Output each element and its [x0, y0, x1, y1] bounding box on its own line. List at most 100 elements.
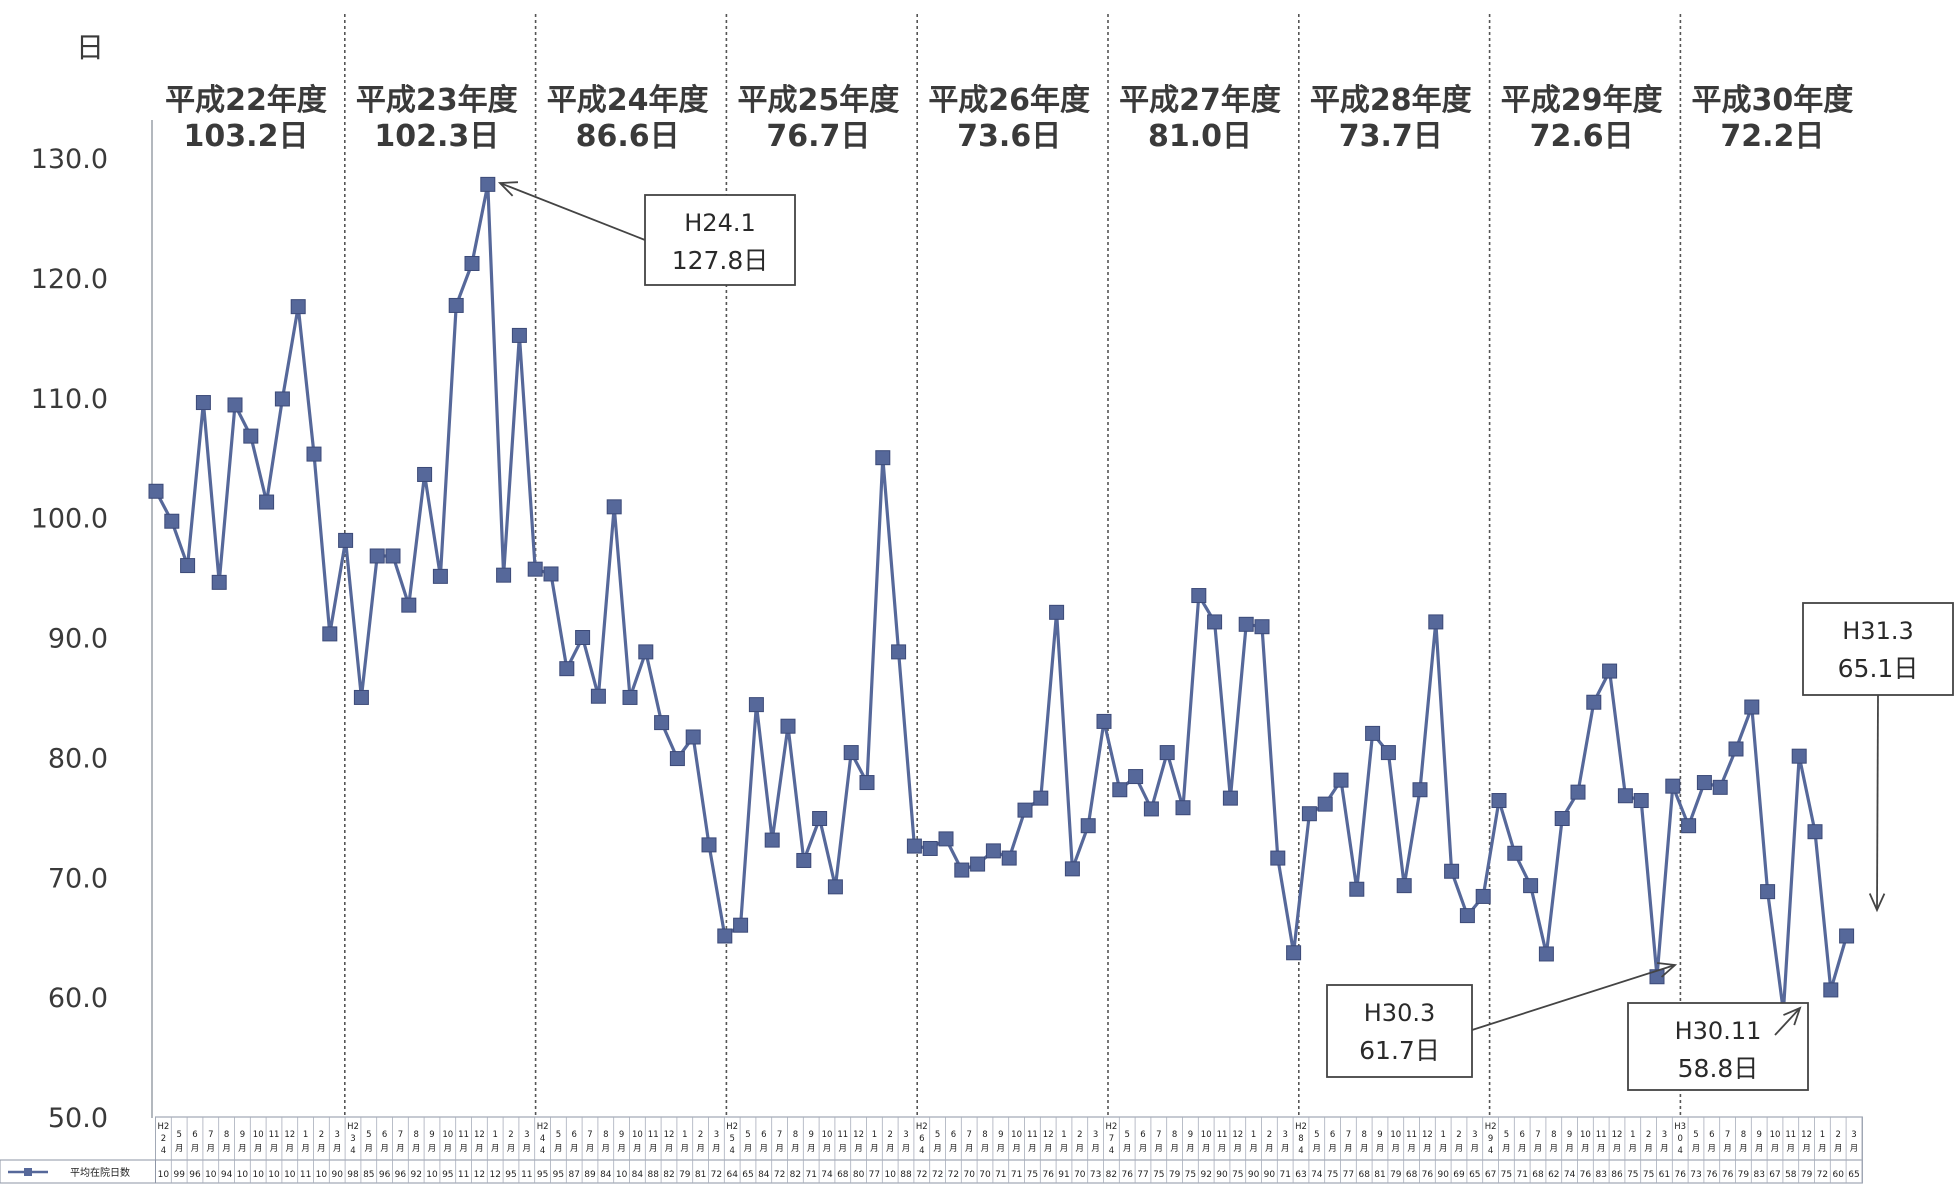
month-label: 5: [1504, 1130, 1509, 1140]
month-label: 7: [1725, 1130, 1730, 1140]
data-point: [1523, 878, 1539, 894]
month-label: 10: [1201, 1130, 1212, 1140]
month-label: 月: [933, 1144, 942, 1154]
table-value: 96: [395, 1170, 407, 1180]
month-label: 月: [839, 1144, 848, 1154]
table-value: 75: [1185, 1170, 1196, 1180]
month-label: 5: [729, 1134, 734, 1144]
table-value: 96: [189, 1170, 201, 1180]
table-value: 75: [1153, 1170, 1164, 1180]
month-label: H2: [1105, 1122, 1117, 1132]
month-label: 7: [398, 1130, 403, 1140]
month-label: 月: [1139, 1144, 1148, 1154]
month-label: 4: [540, 1146, 545, 1156]
month-label: 月: [1755, 1144, 1764, 1154]
month-label: 月: [238, 1144, 247, 1154]
month-label: 月: [981, 1144, 990, 1154]
table-value: 72: [1817, 1170, 1828, 1180]
month-label: 1: [1251, 1130, 1256, 1140]
data-point: [1617, 788, 1633, 804]
data-point: [1491, 793, 1507, 809]
month-label: 7: [1535, 1130, 1540, 1140]
month-label: 12: [664, 1130, 675, 1140]
data-point: [606, 499, 622, 515]
data-point: [1633, 793, 1649, 809]
fiscal-year-name: 平成25年度: [738, 83, 900, 118]
data-point: [401, 597, 417, 613]
month-label: 5: [176, 1130, 181, 1140]
table-value: 76: [1706, 1170, 1718, 1180]
data-point: [1159, 745, 1175, 761]
data-point: [622, 689, 638, 705]
data-point: [748, 697, 764, 713]
fiscal-year-name: 平成26年度: [928, 83, 1090, 118]
table-value: 90: [1216, 1170, 1228, 1180]
month-label: 9: [619, 1130, 624, 1140]
data-point: [1428, 614, 1444, 630]
month-label: 2: [161, 1134, 166, 1144]
table-value: 98: [347, 1170, 359, 1180]
month-label: 月: [760, 1144, 769, 1154]
table-value: 77: [1137, 1170, 1148, 1180]
fiscal-year-average: 102.3日: [374, 119, 499, 154]
month-label: 5: [745, 1130, 750, 1140]
month-label: 2: [887, 1130, 892, 1140]
data-point: [1681, 818, 1697, 834]
month-label: 月: [1091, 1144, 1100, 1154]
table-value: 89: [584, 1170, 596, 1180]
data-point: [480, 176, 496, 192]
table-value: 72: [948, 1170, 959, 1180]
month-label: 月: [1787, 1144, 1796, 1154]
month-label: 2: [1835, 1130, 1840, 1140]
data-point: [1317, 796, 1333, 812]
annotation-arrow: [499, 182, 646, 241]
data-point: [1570, 784, 1586, 800]
data-point: [274, 391, 290, 407]
table-value: 79: [1390, 1170, 1402, 1180]
data-point: [1380, 745, 1396, 761]
table-value: 77: [1343, 1170, 1354, 1180]
month-label: 5: [935, 1130, 940, 1140]
month-label: 月: [380, 1144, 389, 1154]
y-axis-label: 日: [76, 31, 104, 64]
month-label: 4: [350, 1146, 355, 1156]
table-value: 75: [1627, 1170, 1638, 1180]
table-value: 62: [1548, 1170, 1559, 1180]
table-value: 88: [900, 1170, 912, 1180]
month-label: 月: [1818, 1144, 1827, 1154]
data-point: [1807, 824, 1823, 840]
data-point: [1744, 699, 1760, 715]
table-value: 68: [837, 1170, 849, 1180]
month-label: 10: [442, 1130, 453, 1140]
fiscal-year-average: 103.2日: [184, 119, 309, 154]
month-label: 3: [350, 1134, 355, 1144]
month-label: 2: [1267, 1130, 1272, 1140]
month-label: 月: [602, 1144, 611, 1154]
y-axis: 日 130.0 120.0 110.0 100.0 90.0 80.0 70.0 60.0 50.…: [31, 31, 153, 1134]
table-value: 82: [663, 1170, 674, 1180]
month-label: 10: [632, 1130, 643, 1140]
table-value: 95: [505, 1170, 516, 1180]
month-label: 月: [207, 1144, 216, 1154]
table-value: 60: [1832, 1170, 1844, 1180]
table-value: 11: [300, 1170, 311, 1180]
data-point: [922, 840, 938, 856]
table-value: 86: [1611, 1170, 1623, 1180]
month-label: 月: [491, 1144, 500, 1154]
annotation-arrow: [1471, 964, 1676, 1031]
table-value: 94: [221, 1170, 233, 1180]
data-point: [843, 745, 859, 761]
data-point: [148, 483, 164, 499]
month-label: 月: [854, 1144, 863, 1154]
table-value: 83: [1595, 1170, 1606, 1180]
legend-marker: [24, 1168, 32, 1176]
data-point: [1001, 850, 1017, 866]
table-value: 73: [1690, 1170, 1701, 1180]
table-value: 70: [963, 1170, 975, 1180]
month-label: 3: [1851, 1130, 1856, 1140]
month-label: 月: [870, 1144, 879, 1154]
table-value: 92: [1200, 1170, 1211, 1180]
month-label: 12: [853, 1130, 864, 1140]
data-point: [543, 566, 559, 582]
table-value: 90: [331, 1170, 343, 1180]
